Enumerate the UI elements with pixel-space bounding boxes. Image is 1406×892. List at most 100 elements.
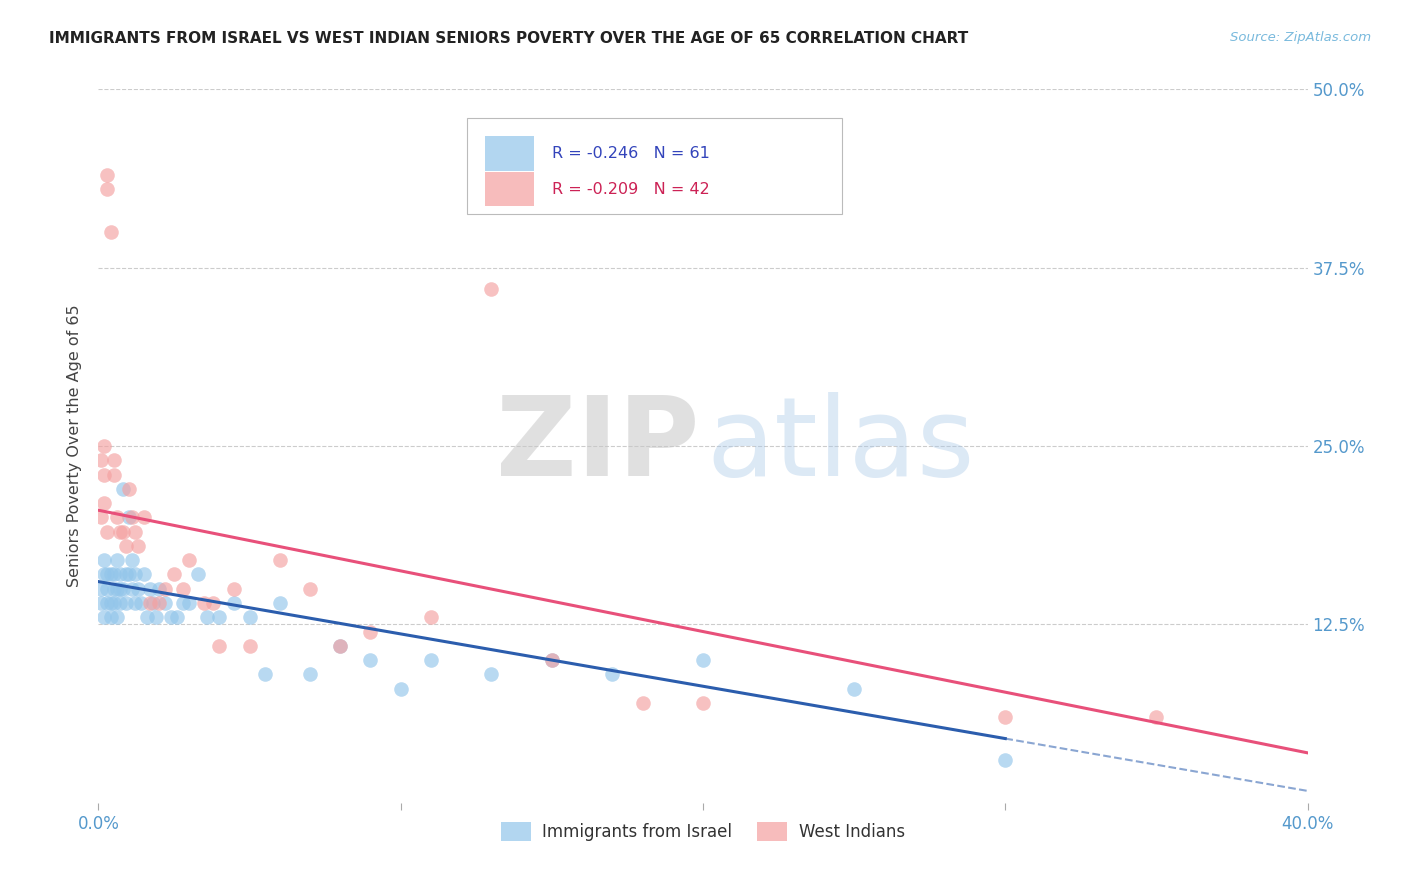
Point [114,596,136,610]
Point [114,539,136,553]
Point [269,596,291,610]
Point [692,653,714,667]
Point [108,596,131,610]
Point [111,482,134,496]
Point [269,553,291,567]
Point [121,582,143,596]
Point [224,582,246,596]
Point [96,596,118,610]
Point [148,596,170,610]
Point [90,453,112,467]
Point [132,510,155,524]
Text: R = -0.246   N = 61: R = -0.246 N = 61 [551,146,710,161]
Point [118,482,141,496]
Point [105,610,128,624]
Point [114,567,136,582]
Point [163,567,186,582]
Point [105,582,128,596]
Point [124,567,146,582]
Point [100,567,122,582]
Text: IMMIGRANTS FROM ISRAEL VS WEST INDIAN SENIORS POVERTY OVER THE AGE OF 65 CORRELA: IMMIGRANTS FROM ISRAEL VS WEST INDIAN SE… [49,31,969,46]
Point [389,681,412,696]
Point [142,596,165,610]
Point [93,467,115,482]
Point [994,710,1017,724]
Point [160,610,183,624]
Point [202,596,225,610]
Y-axis label: Seniors Poverty Over the Age of 65: Seniors Poverty Over the Age of 65 [67,305,83,587]
Point [329,639,352,653]
Point [96,567,118,582]
Point [844,681,866,696]
Point [1144,710,1167,724]
Point [108,582,131,596]
Point [148,582,170,596]
Point [139,582,162,596]
Point [111,582,134,596]
Point [360,653,382,667]
Point [631,696,654,710]
Point [96,582,118,596]
Point [132,567,155,582]
Point [90,582,112,596]
Point [602,667,624,681]
Point [118,567,141,582]
Point [96,182,118,196]
Point [179,553,201,567]
Point [124,596,146,610]
Point [239,639,262,653]
Bar [485,172,534,206]
FancyBboxPatch shape [467,118,842,214]
Point [195,610,218,624]
Point [481,667,503,681]
Point [208,639,231,653]
Point [153,596,176,610]
Point [239,610,262,624]
Point [994,753,1017,767]
Text: R = -0.209   N = 42: R = -0.209 N = 42 [551,182,710,196]
Point [145,610,167,624]
Text: atlas: atlas [707,392,976,500]
Point [111,524,134,539]
Point [90,596,112,610]
Point [139,596,162,610]
Legend: Immigrants from Israel, West Indians: Immigrants from Israel, West Indians [494,815,912,848]
Point [93,439,115,453]
Point [179,596,201,610]
Point [135,610,157,624]
Point [121,510,143,524]
Point [96,168,118,182]
Point [103,567,125,582]
Point [187,567,209,582]
Point [540,653,562,667]
Point [420,610,443,624]
Point [360,624,382,639]
Point [105,553,128,567]
Point [105,510,128,524]
Point [103,467,125,482]
Point [299,582,322,596]
Point [96,524,118,539]
Point [153,582,176,596]
Point [100,610,122,624]
Text: Source: ZipAtlas.com: Source: ZipAtlas.com [1230,31,1371,45]
Point [299,667,322,681]
Bar [485,136,534,170]
Point [93,567,115,582]
Point [172,582,194,596]
Point [103,582,125,596]
Point [481,282,503,296]
Point [540,653,562,667]
Point [129,596,152,610]
Point [692,696,714,710]
Text: ZIP: ZIP [496,392,699,500]
Point [93,553,115,567]
Point [127,582,149,596]
Point [103,596,125,610]
Point [103,453,125,467]
Point [108,524,131,539]
Point [127,539,149,553]
Point [118,510,141,524]
Point [93,610,115,624]
Point [224,596,246,610]
